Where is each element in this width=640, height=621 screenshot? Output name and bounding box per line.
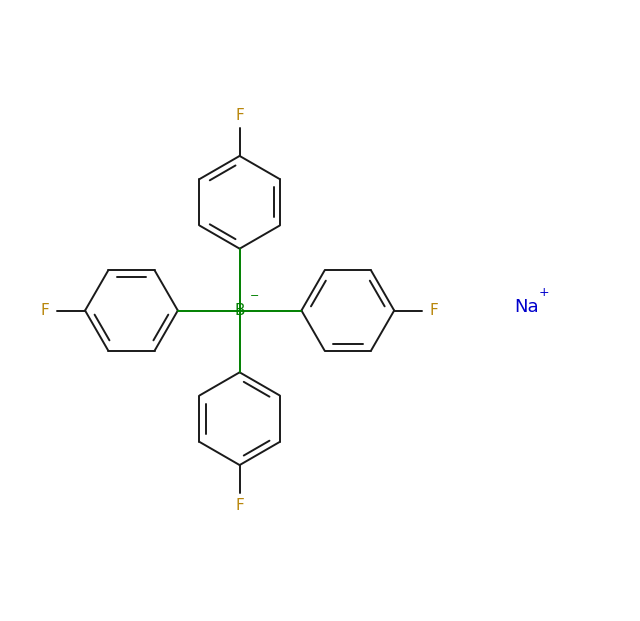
- Text: F: F: [40, 303, 49, 318]
- Text: −: −: [250, 291, 259, 301]
- Text: B: B: [234, 303, 245, 318]
- Text: F: F: [236, 498, 244, 513]
- Text: F: F: [430, 303, 439, 318]
- Text: F: F: [236, 108, 244, 123]
- Text: +: +: [538, 286, 549, 299]
- Text: Na: Na: [515, 299, 540, 317]
